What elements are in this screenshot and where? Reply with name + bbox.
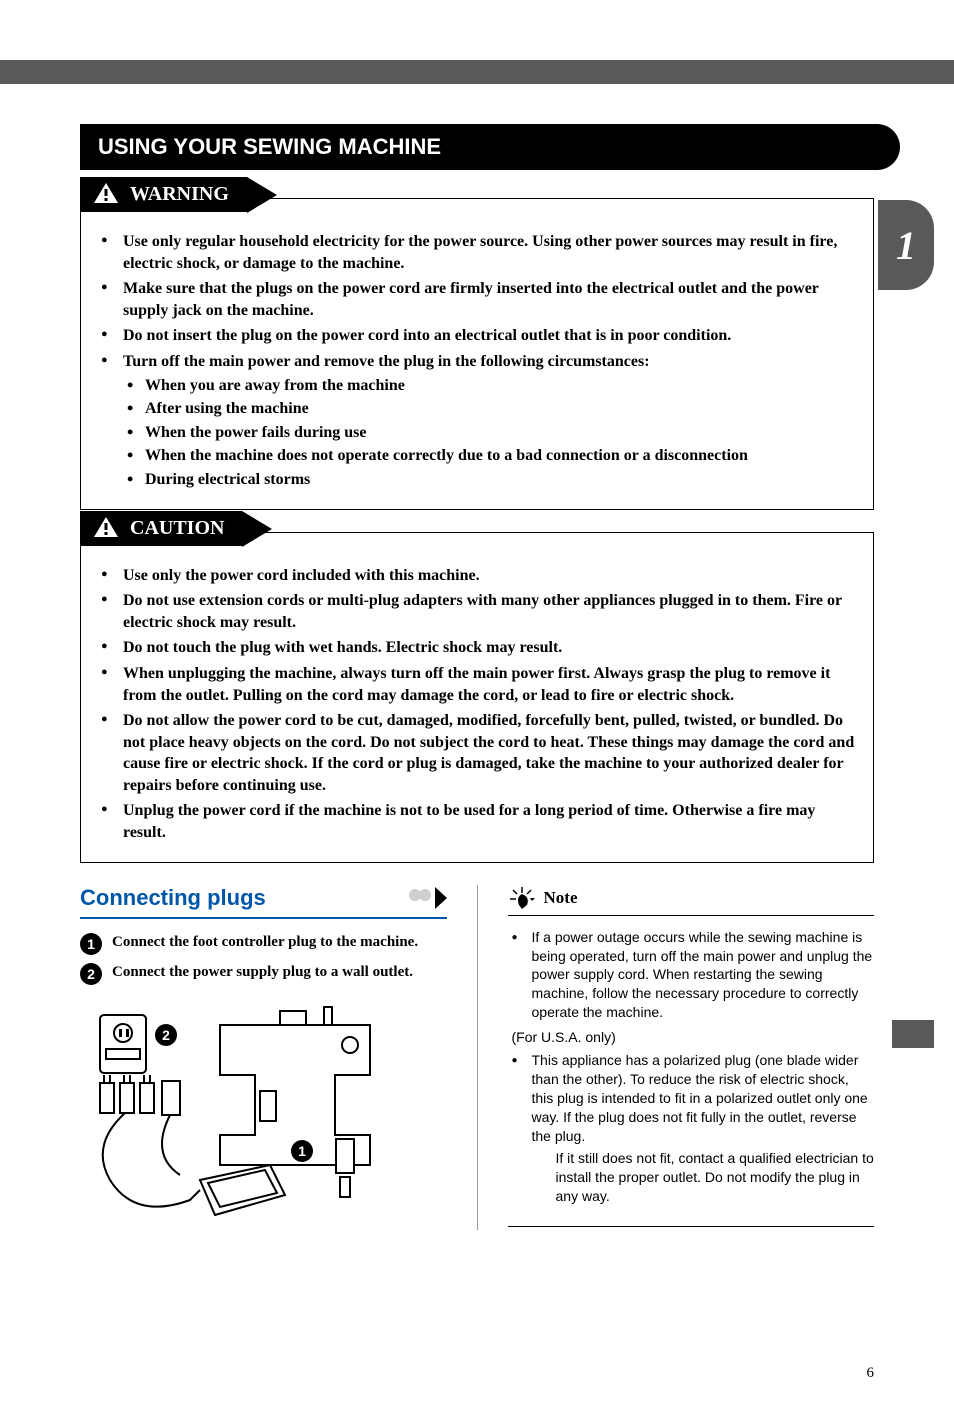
step-text: Connect the power supply plug to a wall … [112, 963, 413, 985]
caution-label: CAUTION [80, 511, 242, 546]
caution-item: Use only the power cord included with th… [99, 565, 855, 587]
columns: Connecting plugs 1 Connect the foot cont… [80, 885, 874, 1230]
note-item-text: This appliance has a polarized plug (one… [532, 1052, 868, 1144]
connecting-title-text: Connecting plugs [80, 885, 266, 910]
step-1-icon: 1 [80, 933, 102, 955]
section-title: USING YOUR SEWING MACHINE [98, 134, 441, 159]
caution-item: Do not touch the plug with wet hands. El… [99, 637, 855, 659]
note-icon [508, 885, 536, 911]
step-2-icon: 2 [80, 963, 102, 985]
chapter-tab: 1 [878, 200, 934, 290]
step: 1 Connect the foot controller plug to th… [80, 933, 447, 955]
note-header: Note [508, 885, 875, 916]
note-item-trail: If it still does not fit, contact a qual… [532, 1149, 875, 1206]
note-usa-label: (For U.S.A. only) [508, 1028, 875, 1047]
warning-box: WARNING Use only regular household elect… [80, 198, 874, 510]
caution-list: Use only the power cord included with th… [99, 565, 855, 844]
caution-box: CAUTION Use only the power cord included… [80, 532, 874, 863]
svg-text:2: 2 [162, 1027, 170, 1043]
note-label: Note [544, 888, 578, 908]
svg-text:2: 2 [87, 966, 95, 982]
svg-text:1: 1 [87, 936, 95, 952]
step: 2 Connect the power supply plug to a wal… [80, 963, 447, 985]
step-text: Connect the foot controller plug to the … [112, 933, 418, 955]
column-divider [477, 885, 478, 1230]
warning-sublist: When you are away from the machine After… [123, 375, 855, 491]
connection-diagram: 2 [80, 1005, 390, 1225]
caution-item: Do not allow the power cord to be cut, d… [99, 710, 855, 796]
chapter-number: 1 [896, 222, 916, 269]
note-item: This appliance has a polarized plug (one… [508, 1051, 875, 1206]
title-decor-icon [407, 885, 447, 911]
side-tab [892, 1020, 934, 1048]
warning-item: Make sure that the plugs on the power co… [99, 278, 855, 321]
caution-item: When unplugging the machine, always turn… [99, 663, 855, 706]
warning-subitem: When the power fails during use [123, 422, 855, 444]
warning-item: Do not insert the plug on the power cord… [99, 325, 855, 347]
page-number: 6 [867, 1365, 875, 1382]
connecting-title: Connecting plugs [80, 885, 447, 919]
caution-item: Unplug the power cord if the machine is … [99, 800, 855, 843]
warning-item-text: Turn off the main power and remove the p… [123, 353, 650, 370]
section-header: USING YOUR SEWING MACHINE [80, 124, 874, 170]
svg-text:1: 1 [298, 1143, 306, 1159]
warning-item: Turn off the main power and remove the p… [99, 351, 855, 491]
right-column: Note If a power outage occurs while the … [508, 885, 875, 1230]
warning-label: WARNING [80, 177, 247, 212]
caution-item: Do not use extension cords or multi-plug… [99, 590, 855, 633]
page-content: USING YOUR SEWING MACHINE WARNING Use on… [0, 84, 954, 1230]
caution-label-text: CAUTION [130, 517, 224, 539]
warning-icon [92, 181, 120, 205]
warning-subitem: During electrical storms [123, 469, 855, 491]
warning-subitem: When you are away from the machine [123, 375, 855, 397]
warning-item: Use only regular household electricity f… [99, 231, 855, 274]
warning-subitem: When the machine does not operate correc… [123, 445, 855, 467]
note-list: If a power outage occurs while the sewin… [508, 928, 875, 1227]
warning-list: Use only regular household electricity f… [99, 231, 855, 491]
note-item: If a power outage occurs while the sewin… [508, 928, 875, 1022]
left-column: Connecting plugs 1 Connect the foot cont… [80, 885, 447, 1230]
warning-label-text: WARNING [130, 183, 229, 205]
caution-icon [92, 515, 120, 539]
top-bar [0, 60, 954, 84]
warning-subitem: After using the machine [123, 398, 855, 420]
